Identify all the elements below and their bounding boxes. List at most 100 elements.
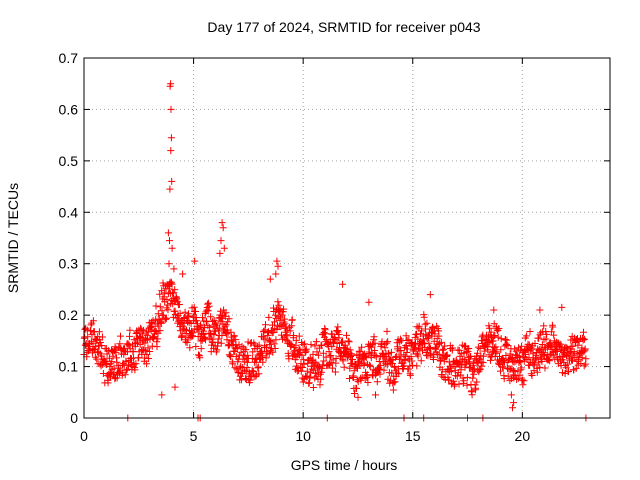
data-point <box>266 338 274 346</box>
data-point <box>121 371 129 379</box>
data-point <box>272 270 280 278</box>
data-point <box>457 366 465 374</box>
data-point <box>235 341 243 349</box>
data-point <box>404 365 412 373</box>
data-point <box>218 219 226 227</box>
data-point <box>415 344 422 352</box>
data-point <box>327 352 335 359</box>
data-point <box>493 326 501 334</box>
data-point <box>302 345 310 353</box>
data-point <box>309 350 317 358</box>
data-point <box>343 331 350 339</box>
data-point <box>318 364 326 372</box>
data-point <box>345 338 353 346</box>
data-point <box>420 313 428 321</box>
data-point <box>380 366 388 374</box>
data-point <box>352 363 360 371</box>
data-point <box>350 374 357 381</box>
data-point <box>440 357 448 365</box>
data-point <box>510 358 518 366</box>
data-point <box>440 345 448 353</box>
data-point <box>204 307 212 315</box>
data-point <box>492 343 500 351</box>
x-tick-label: 10 <box>295 428 311 444</box>
data-point <box>200 327 207 335</box>
data-point <box>154 310 162 318</box>
data-point <box>156 303 164 311</box>
data-point <box>463 381 471 389</box>
data-point <box>217 307 225 315</box>
data-point <box>513 376 521 383</box>
data-point <box>413 362 421 370</box>
data-point <box>365 298 373 306</box>
data-point <box>224 318 232 326</box>
data-point <box>158 391 166 399</box>
data-point <box>491 332 499 339</box>
data-point <box>199 314 206 322</box>
data-point <box>181 325 189 333</box>
data-point <box>297 360 305 368</box>
data-point <box>142 336 150 344</box>
data-point <box>370 333 378 341</box>
data-point <box>195 351 202 359</box>
data-point <box>309 384 317 391</box>
data-point <box>558 303 566 311</box>
data-point <box>562 364 570 372</box>
data-point <box>203 318 210 325</box>
data-point <box>429 324 437 332</box>
data-point <box>443 351 451 359</box>
data-point <box>499 363 507 371</box>
data-point <box>254 363 262 371</box>
data-point <box>576 350 584 358</box>
data-point <box>87 321 95 329</box>
data-point <box>262 354 270 362</box>
data-point <box>207 313 215 321</box>
data-point <box>550 331 558 339</box>
data-point <box>326 353 334 361</box>
data-point <box>164 306 172 314</box>
data-point <box>286 327 294 335</box>
plot-frame <box>83 57 611 419</box>
data-point <box>98 342 106 349</box>
data-point <box>157 319 165 327</box>
data-point <box>478 362 486 370</box>
data-point <box>373 378 381 386</box>
data-point <box>225 315 233 323</box>
data-point <box>512 357 520 365</box>
data-point <box>578 354 586 362</box>
data-point <box>222 309 230 317</box>
data-point <box>222 321 230 329</box>
data-point <box>491 344 498 352</box>
data-point <box>146 348 154 355</box>
data-point <box>468 391 476 399</box>
data-point <box>255 341 263 349</box>
data-point <box>549 323 557 331</box>
data-point <box>123 366 130 374</box>
data-point <box>300 360 308 368</box>
data-point <box>417 357 425 365</box>
data-point <box>394 343 402 351</box>
y-tick-label: 0.1 <box>59 359 79 375</box>
data-point <box>278 311 286 319</box>
data-point <box>168 177 176 185</box>
data-point <box>546 357 554 365</box>
data-point <box>473 378 481 386</box>
data-point <box>516 357 524 364</box>
data-point <box>252 358 260 366</box>
data-point <box>135 354 143 362</box>
data-point <box>210 331 218 339</box>
data-point <box>221 312 229 320</box>
data-point <box>354 357 362 365</box>
data-point <box>113 358 121 366</box>
data-point <box>97 352 105 360</box>
data-point <box>230 332 238 340</box>
data-point <box>474 343 482 351</box>
data-point <box>267 337 275 345</box>
data-point <box>519 381 527 389</box>
data-point <box>89 317 97 325</box>
data-point <box>435 350 443 358</box>
data-point <box>376 370 384 378</box>
y-tick-label: 0.2 <box>59 307 79 323</box>
data-point <box>255 370 263 378</box>
